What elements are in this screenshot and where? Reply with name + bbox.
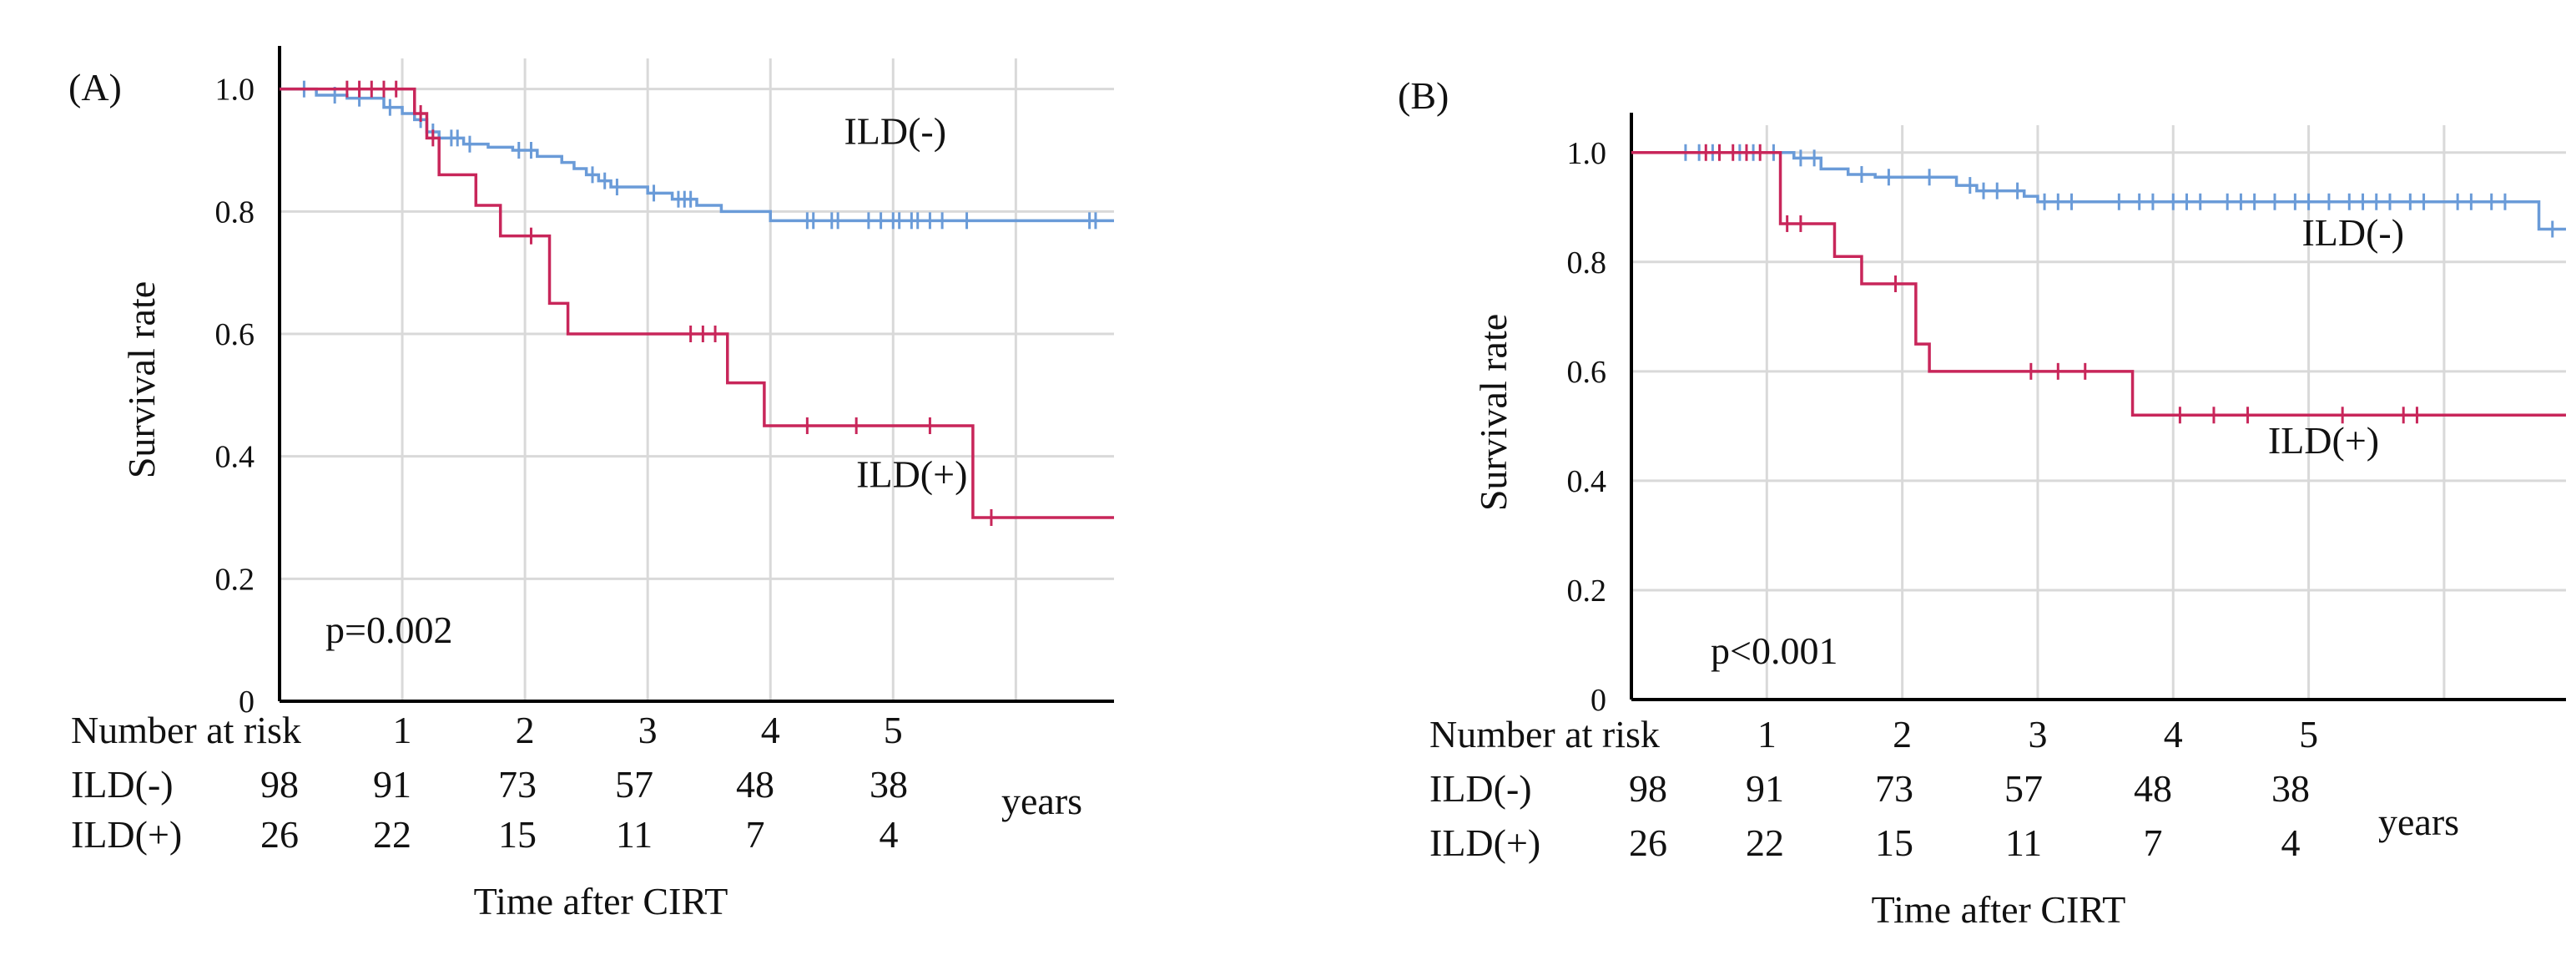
series-label-ild-pos: ILD(+)	[856, 452, 967, 495]
risk-time-label: 2	[516, 709, 535, 751]
risk-row-label: ILD(-)	[71, 763, 174, 806]
risk-count: 38	[2271, 767, 2310, 810]
x-axis-label: Time after CIRT	[474, 880, 728, 922]
risk-count: 98	[260, 763, 299, 806]
risk-count: 4	[880, 813, 899, 856]
panel-b: 0 0.2 0.4 0.6 0.8 1.0 Survival rate (B) ILD(-) IL…	[1398, 74, 2566, 931]
risk-time-label: 5	[2299, 713, 2318, 755]
risk-count: 57	[615, 763, 653, 806]
risk-count: 91	[1746, 767, 1784, 810]
risk-count: 11	[616, 813, 653, 856]
risk-count: 7	[2144, 821, 2163, 864]
y-tick-label: 0.2	[1567, 574, 1607, 609]
risk-table-header: Number at risk	[71, 709, 301, 751]
risk-count: 26	[1629, 821, 1667, 864]
risk-count: 91	[373, 763, 411, 806]
y-tick-label: 0	[1590, 683, 1606, 718]
risk-row-label: ILD(+)	[71, 813, 182, 856]
y-tick-label: 0.6	[1567, 355, 1607, 390]
y-tick-label: 0.2	[215, 562, 255, 597]
risk-count: 15	[498, 813, 537, 856]
risk-time-label: 2	[1893, 713, 1912, 755]
series-label-ild-neg: ILD(-)	[844, 110, 946, 153]
survival-curve-ild-pos	[280, 87, 1114, 519]
panel-label: (B)	[1398, 74, 1449, 117]
panel-label: (A)	[68, 66, 122, 109]
risk-time-label: 1	[1757, 713, 1777, 755]
risk-time-label: 4	[761, 709, 780, 751]
risk-count: 73	[1875, 767, 1913, 810]
x-axis-label: Time after CIRT	[1872, 888, 2126, 931]
y-tick-label: 0.4	[1567, 464, 1607, 499]
y-tick-label: 1.0	[215, 73, 255, 108]
risk-row-label: ILD(+)	[1429, 821, 1540, 864]
y-tick-label: 1.0	[1567, 136, 1607, 171]
risk-count: 57	[2004, 767, 2043, 810]
risk-time-label: 3	[638, 709, 658, 751]
risk-time-label: 4	[2164, 713, 2183, 755]
y-axis-label: Survival rate	[1472, 314, 1515, 511]
risk-count: 4	[2281, 821, 2301, 864]
risk-time-label: 5	[884, 709, 903, 751]
series-label-ild-pos: ILD(+)	[2268, 419, 2379, 462]
panel-a: 0 0.2 0.4 0.6 0.8 1.0 Survival rate (A) ILD(-) IL…	[68, 46, 1114, 922]
survival-curve-ild-pos	[1631, 151, 2566, 417]
risk-table-header: Number at risk	[1429, 713, 1660, 755]
y-tick-label: 0.8	[215, 195, 255, 230]
y-tick-label: 0	[239, 685, 255, 720]
risk-count: 15	[1875, 821, 1913, 864]
risk-count: 48	[2134, 767, 2172, 810]
years-label: years	[2378, 801, 2459, 843]
risk-count: 22	[1746, 821, 1784, 864]
risk-count: 48	[736, 763, 774, 806]
risk-row-label: ILD(-)	[1429, 767, 1532, 810]
risk-count: 98	[1629, 767, 1667, 810]
y-tick-label: 0.6	[215, 317, 255, 352]
risk-time-label: 3	[2028, 713, 2047, 755]
risk-count: 22	[373, 813, 411, 856]
years-label: years	[1001, 780, 1082, 822]
risk-time-label: 1	[393, 709, 412, 751]
risk-count: 26	[260, 813, 299, 856]
risk-count: 7	[746, 813, 765, 856]
y-axis-label: Survival rate	[120, 281, 163, 478]
y-tick-label: 0.4	[215, 440, 255, 475]
p-value: p=0.002	[325, 609, 452, 651]
risk-count: 73	[498, 763, 537, 806]
p-value: p<0.001	[1711, 629, 1837, 672]
y-tick-label: 0.8	[1567, 245, 1607, 280]
risk-count: 11	[2005, 821, 2042, 864]
series-label-ild-neg: ILD(-)	[2301, 211, 2404, 254]
survival-curve-ild-neg	[280, 87, 1114, 223]
survival-curve-ild-neg	[1631, 151, 2566, 231]
risk-count: 38	[870, 763, 908, 806]
